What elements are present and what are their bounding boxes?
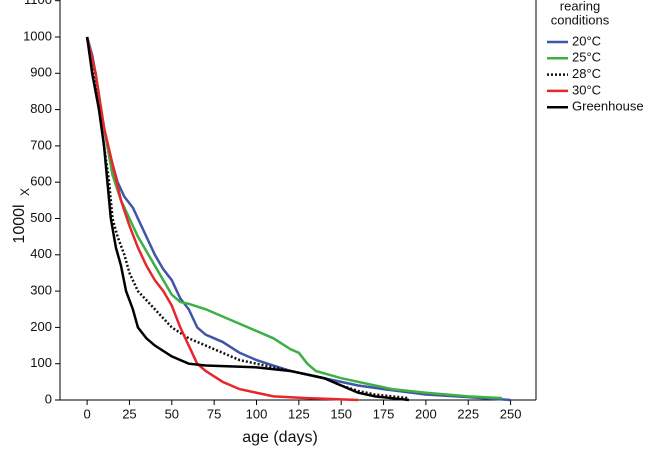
x-tick-label: 200 [415,406,437,421]
legend-title: rearing [560,0,600,13]
y-tick-label: 100 [30,355,52,370]
x-tick-label: 125 [288,406,310,421]
x-tick-label: 250 [500,406,522,421]
y-tick-label: 500 [30,210,52,225]
legend-label: 20°C [572,33,601,48]
series-line [85,36,511,402]
y-axis-label-subscript: X [18,188,32,196]
series-line [85,36,359,402]
y-tick-label: 1000 [23,28,52,43]
y-tick-label: 900 [30,65,52,80]
x-axis-label: age (days) [242,429,318,446]
x-tick-label: 150 [330,406,352,421]
legend-title: conditions [551,12,610,27]
x-tick-label: 75 [207,406,221,421]
series-line [85,36,410,402]
legend-label: 25°C [572,50,601,65]
y-tick-label: 1100 [24,0,52,7]
series-line [85,36,410,400]
x-tick-label: 100 [246,406,268,421]
x-tick-label: 0 [83,406,90,421]
x-tick-label: 25 [122,406,136,421]
y-tick-label: 0 [45,391,52,406]
y-tick-label: 300 [30,283,52,298]
x-tick-label: 50 [165,406,179,421]
series-line [85,36,503,400]
y-tick-label: 400 [30,246,52,261]
y-axis-label-group: 1000l X [11,188,32,244]
legend-label: 30°C [572,82,601,97]
y-tick-label: 200 [30,319,52,334]
x-tick-label: 175 [373,406,395,421]
y-tick-label: 700 [30,137,52,152]
y-tick-label: 800 [30,101,52,116]
y-tick-label: 600 [30,174,52,189]
legend-label: Greenhouse [572,99,644,114]
y-axis-label: 1000l [11,204,28,243]
legend-label: 28°C [572,66,601,81]
x-tick-label: 225 [457,406,479,421]
